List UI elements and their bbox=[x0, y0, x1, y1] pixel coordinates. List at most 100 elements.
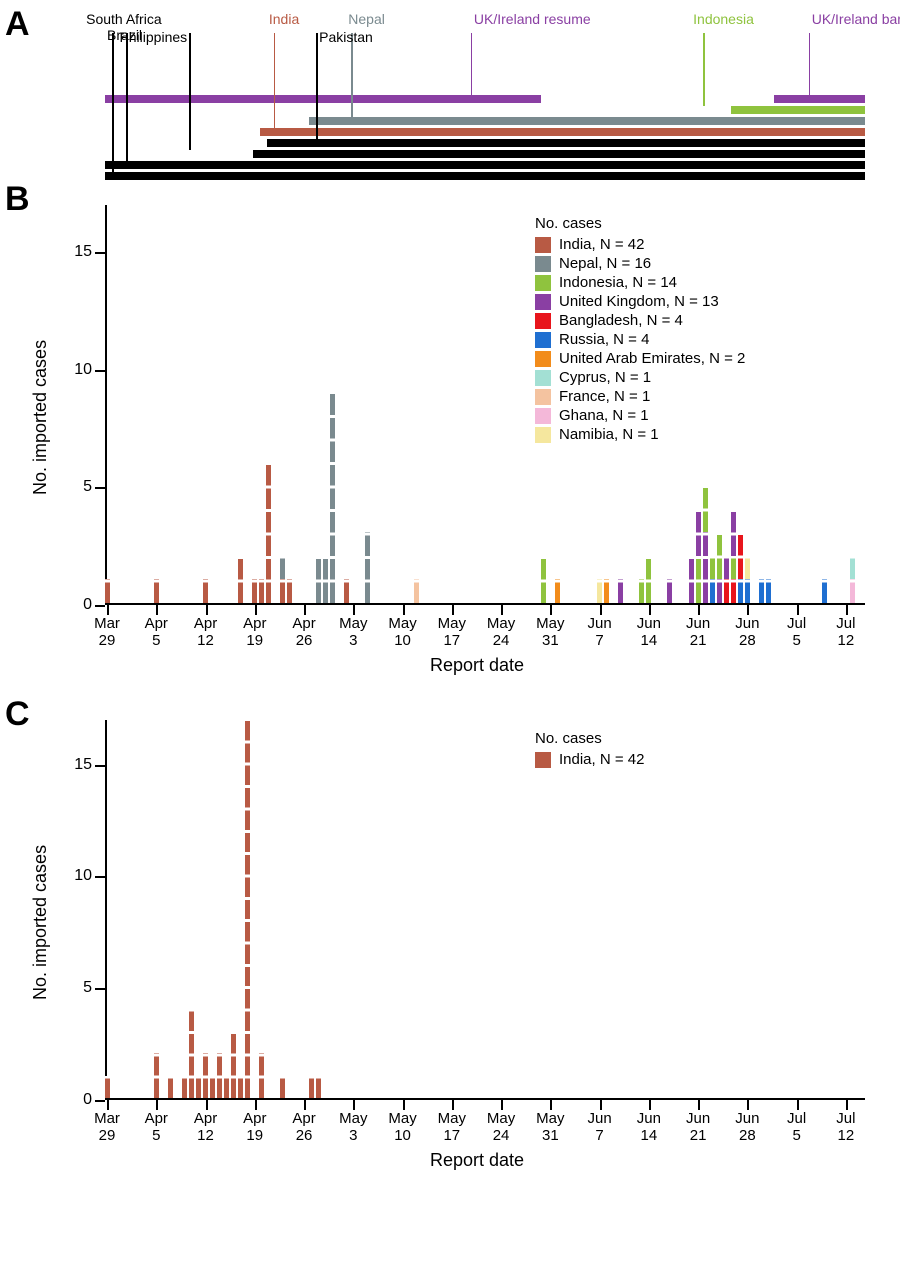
bar-segment bbox=[717, 579, 722, 603]
bar-segment bbox=[266, 462, 271, 603]
timeline-label: Nepal bbox=[348, 11, 385, 27]
bar-segment bbox=[689, 556, 694, 603]
timeline-bar bbox=[260, 128, 865, 136]
bar-segment bbox=[196, 1076, 201, 1098]
x-tick bbox=[550, 1100, 552, 1110]
x-tick bbox=[846, 605, 848, 615]
x-tick bbox=[403, 605, 405, 615]
x-tick bbox=[698, 605, 700, 615]
x-tick-label: Jun28 bbox=[735, 1110, 759, 1145]
connector bbox=[471, 33, 473, 95]
x-tick bbox=[747, 1100, 749, 1110]
bar-segment bbox=[850, 579, 855, 603]
legend-swatch bbox=[535, 332, 551, 348]
bar-segment bbox=[555, 579, 560, 603]
x-tick bbox=[353, 605, 355, 615]
legend-swatch bbox=[535, 256, 551, 272]
y-tick-label: 0 bbox=[83, 1091, 92, 1109]
legend-text: United Kingdom, N = 13 bbox=[559, 293, 719, 310]
bar-segment bbox=[344, 579, 349, 603]
timeline-bar bbox=[731, 106, 865, 114]
bar-segment bbox=[667, 579, 672, 603]
x-tick-label: Jun21 bbox=[686, 615, 710, 650]
connector bbox=[112, 33, 114, 172]
x-tick bbox=[600, 605, 602, 615]
x-tick bbox=[698, 1100, 700, 1110]
connector bbox=[189, 33, 191, 150]
timeline-label: South Africa bbox=[86, 11, 162, 27]
bar-segment bbox=[203, 579, 208, 603]
legend-row: Nepal, N = 16 bbox=[535, 255, 745, 272]
y-tick-label: 5 bbox=[83, 979, 92, 997]
legend-swatch bbox=[535, 237, 551, 253]
bar-segment bbox=[850, 556, 855, 580]
timeline-bar bbox=[105, 161, 865, 169]
y-tick bbox=[95, 765, 105, 767]
x-tick-label: Jul5 bbox=[787, 1110, 806, 1145]
y-tick bbox=[95, 487, 105, 489]
bar-segment bbox=[105, 579, 110, 603]
y-tick-label: 15 bbox=[74, 243, 92, 261]
bar-segment bbox=[280, 556, 285, 580]
legend-swatch bbox=[535, 752, 551, 768]
y-tick bbox=[95, 1100, 105, 1102]
bar-segment bbox=[217, 1053, 222, 1098]
x-tick-label: Apr19 bbox=[243, 615, 266, 650]
x-tick-label: Jun28 bbox=[735, 615, 759, 650]
legend-swatch bbox=[535, 408, 551, 424]
bar-segment bbox=[154, 1053, 159, 1098]
y-tick-label: 10 bbox=[74, 361, 92, 379]
panel-c: C No. imported cases 051015Mar29Apr5Apr1… bbox=[10, 700, 890, 1200]
bar-segment bbox=[414, 579, 419, 603]
x-tick-label: Mar29 bbox=[94, 1110, 120, 1145]
x-tick bbox=[156, 1100, 158, 1110]
bar-segment bbox=[316, 1076, 321, 1098]
x-tick-label: Apr12 bbox=[194, 615, 217, 650]
legend-title: No. cases bbox=[535, 730, 644, 747]
bar-segment bbox=[182, 1076, 187, 1098]
bar-segment bbox=[724, 579, 729, 603]
bar-segment bbox=[231, 1031, 236, 1098]
bar-segment bbox=[646, 556, 651, 603]
y-tick bbox=[95, 876, 105, 878]
timeline-label: India bbox=[269, 11, 299, 27]
x-tick bbox=[255, 1100, 257, 1110]
x-tick bbox=[403, 1100, 405, 1110]
bar-segment bbox=[710, 556, 715, 580]
legend-row: India, N = 42 bbox=[535, 236, 745, 253]
bar-segment bbox=[210, 1076, 215, 1098]
bar-segment bbox=[365, 532, 370, 603]
bar-segment bbox=[618, 579, 623, 603]
timeline-area: UK/Ireland resumeUK/Ireland banIndonesia… bbox=[105, 15, 865, 165]
x-tick-label: May24 bbox=[487, 1110, 515, 1145]
bar-segment bbox=[168, 1076, 173, 1098]
x-tick-label: Apr5 bbox=[145, 1110, 168, 1145]
bar-segment bbox=[745, 556, 750, 580]
legend-text: Bangladesh, N = 4 bbox=[559, 312, 683, 329]
connector bbox=[351, 33, 353, 117]
timeline-label: Pakistan bbox=[319, 29, 373, 45]
bar-segment bbox=[703, 532, 708, 603]
x-tick-label: Apr19 bbox=[243, 1110, 266, 1145]
bar-segment bbox=[238, 556, 243, 603]
x-tick-label: Jun14 bbox=[637, 615, 661, 650]
bar-segment bbox=[822, 579, 827, 603]
legend-row: Ghana, N = 1 bbox=[535, 407, 745, 424]
x-tick bbox=[649, 605, 651, 615]
legend-swatch bbox=[535, 275, 551, 291]
bar-segment bbox=[731, 509, 736, 556]
x-tick-label: Apr12 bbox=[194, 1110, 217, 1145]
bar-segment bbox=[259, 1053, 264, 1098]
bar-segment bbox=[316, 556, 321, 603]
timeline-bar bbox=[309, 117, 865, 125]
legend-swatch bbox=[535, 351, 551, 367]
bar-segment bbox=[238, 1076, 243, 1098]
connector bbox=[809, 33, 811, 95]
x-tick bbox=[846, 1100, 848, 1110]
x-tick-label: May24 bbox=[487, 615, 515, 650]
legend-row: Namibia, N = 1 bbox=[535, 426, 745, 443]
bar-segment bbox=[309, 1076, 314, 1098]
x-tick-label: Mar29 bbox=[94, 615, 120, 650]
legend-swatch bbox=[535, 370, 551, 386]
x-tick bbox=[550, 605, 552, 615]
